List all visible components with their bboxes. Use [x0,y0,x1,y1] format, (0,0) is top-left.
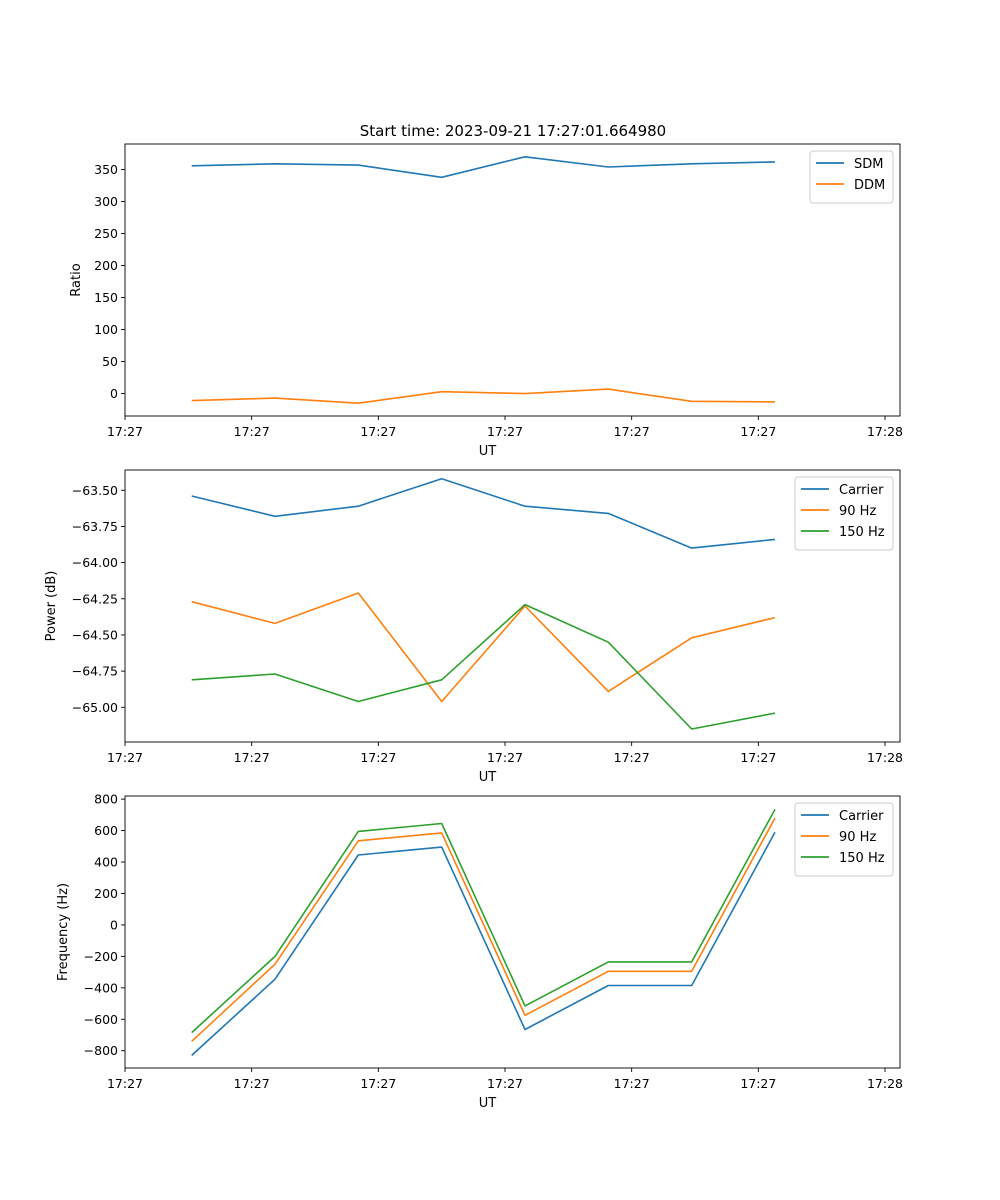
subplot-3: −800 −600 −400 −200 0 200 400 600 800 17:27 17:27 1… [56,792,903,1111]
y-tick-label: −64.50 [72,627,118,642]
axes-frame [124,469,901,743]
series-line-sdm [191,156,776,179]
series-line-150-hz [191,603,776,730]
x-tick-label: 17:27 [614,1076,650,1091]
x-tick-label: 17:27 [740,750,776,765]
x-tick-label: 17:27 [107,750,143,765]
y-tick-label: 600 [94,823,118,838]
x-tick-label: 17:27 [614,424,650,439]
x-tick-label: 17:27 [487,750,523,765]
series-line-150-hz [191,809,776,1034]
subplot-2: −65.00 −64.75 −64.50 −64.25 −64.00 −63.75 −63.… [44,469,903,785]
y-tick-label: 800 [94,792,118,807]
y-tick-label: 50 [102,354,118,369]
y-tick-label: 100 [94,322,118,337]
x-tick-label: 17:27 [234,1076,270,1091]
series-group [191,477,776,730]
x-tick-label: 17:28 [867,750,903,765]
x-tick-label: 17:28 [867,1076,903,1091]
series-line-90-hz [191,592,776,703]
y-tick-label: −600 [84,1012,118,1027]
y-tick-label: 0 [110,386,118,401]
legend: Carrier 90 Hz 150 Hz [794,476,894,551]
y-axis-label: Power (dB) [44,571,59,642]
y-axis-label: Frequency (Hz) [56,883,71,981]
x-tick-label: 17:27 [234,424,270,439]
x-tick-label: 17:28 [867,424,903,439]
legend-label: 150 Hz [839,851,885,866]
figure-title: Start time: 2023-09-21 17:27:01.664980 [360,122,666,140]
x-axis-label: UT [479,444,497,459]
x-tick-label: 17:27 [107,424,143,439]
legend-label: Carrier [839,809,884,824]
legend-box [809,150,894,204]
legend-label: 90 Hz [839,504,876,519]
x-axis-label: UT [479,1096,497,1111]
x-tick-label: 17:27 [360,750,396,765]
y-tick-label: −200 [84,949,118,964]
y-tick-label: 150 [94,290,118,305]
y-tick-label: −64.75 [72,664,118,679]
y-tick-label: 200 [94,258,118,273]
legend-label: SDM [854,157,883,172]
legend-label: Carrier [839,483,884,498]
subplot-1: 0 50 100 150 200 250 300 350 17:27 17:27 17:27 17:2… [69,143,903,459]
x-tick-label: 17:27 [107,1076,143,1091]
x-tick-label: 17:27 [487,424,523,439]
y-tick-label: 200 [94,886,118,901]
x-axis-label: UT [479,770,497,785]
x-tick-label: 17:27 [740,424,776,439]
y-tick-label: 400 [94,855,118,870]
y-tick-label: −63.75 [72,519,118,534]
legend-label: 90 Hz [839,830,876,845]
y-tick-label: 250 [94,226,118,241]
axes-frame [124,795,901,1069]
x-tick-label: 17:27 [487,1076,523,1091]
legend: Carrier 90 Hz 150 Hz [794,802,894,877]
series-line-90-hz [191,817,776,1042]
y-axis-label: Ratio [69,263,84,296]
series-group [191,156,776,405]
x-tick-label: 17:27 [614,750,650,765]
x-tick-label: 17:27 [360,424,396,439]
y-tick-label: 300 [94,194,118,209]
y-tick-label: −64.25 [72,591,118,606]
legend-label: DDM [854,178,885,193]
series-line-ddm [191,388,776,405]
y-tick-label: 0 [110,917,118,932]
subplots: 0 50 100 150 200 250 300 350 17:27 17:27 17:27 17:2… [44,143,903,1111]
legend: SDM DDM [809,150,894,204]
y-tick-label: −63.50 [72,483,118,498]
series-line-carrier [191,477,776,549]
x-tick-label: 17:27 [360,1076,396,1091]
axes-frame [124,143,901,417]
y-tick-label: −800 [84,1043,118,1058]
x-tick-label: 17:27 [740,1076,776,1091]
y-tick-label: −400 [84,980,118,995]
legend-label: 150 Hz [839,525,885,540]
y-tick-label: −65.00 [72,700,118,715]
series-group [191,809,776,1056]
y-tick-label: 350 [94,162,118,177]
series-line-carrier [191,831,776,1056]
x-tick-label: 17:27 [234,750,270,765]
y-tick-label: −64.00 [72,555,118,570]
